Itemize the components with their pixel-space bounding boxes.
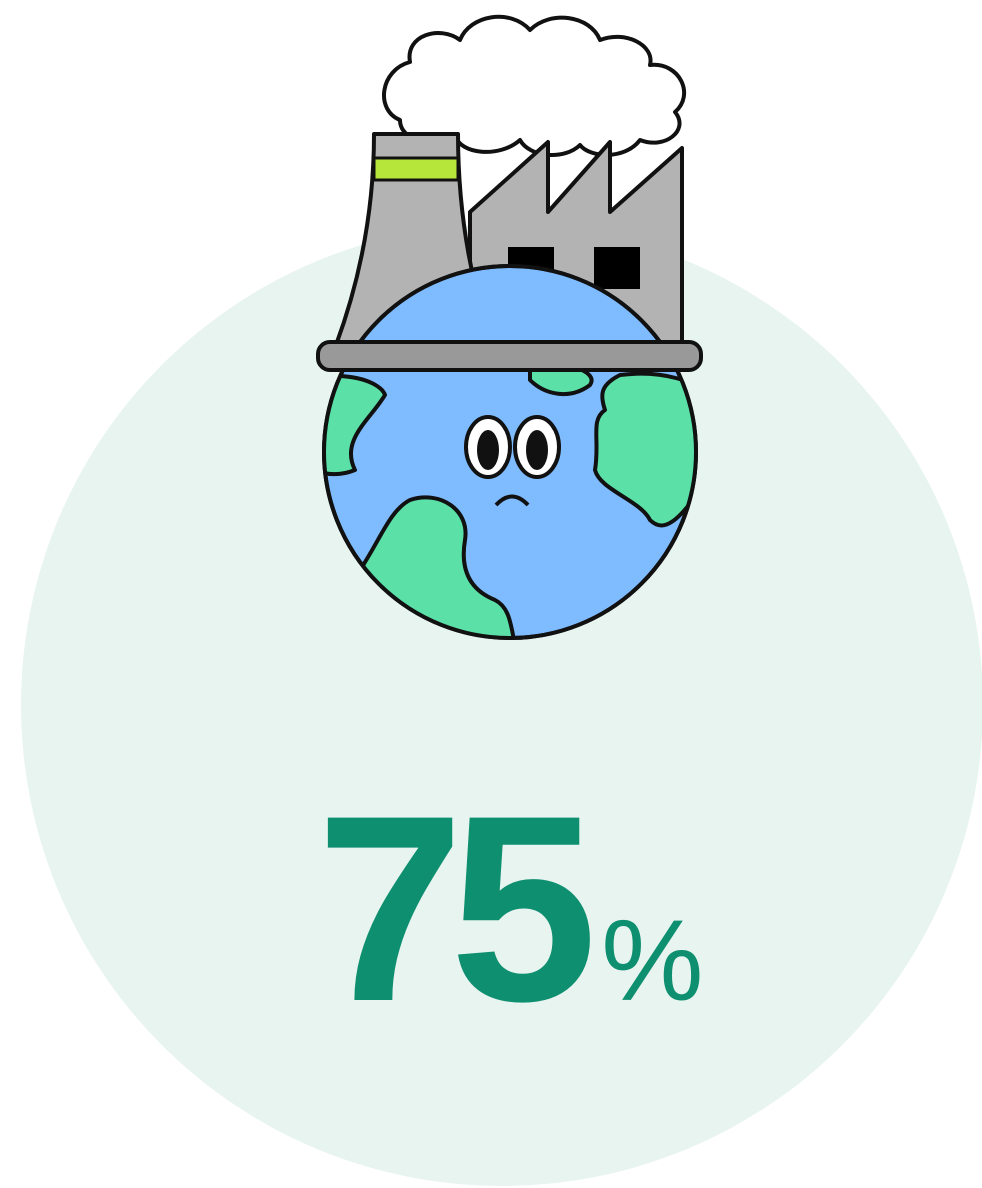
- stat-value: 75: [316, 761, 590, 1057]
- stat-unit: %: [601, 897, 703, 1025]
- page: 75% (() => { const data = JSON.parse(doc…: [0, 0, 982, 1188]
- tower-band: [374, 158, 458, 180]
- stat-card: 75%: [0, 0, 982, 1188]
- pupil: [477, 430, 499, 470]
- window: [594, 247, 640, 289]
- brim: [318, 342, 701, 370]
- illustration: [300, 17, 710, 660]
- pupil: [526, 430, 548, 470]
